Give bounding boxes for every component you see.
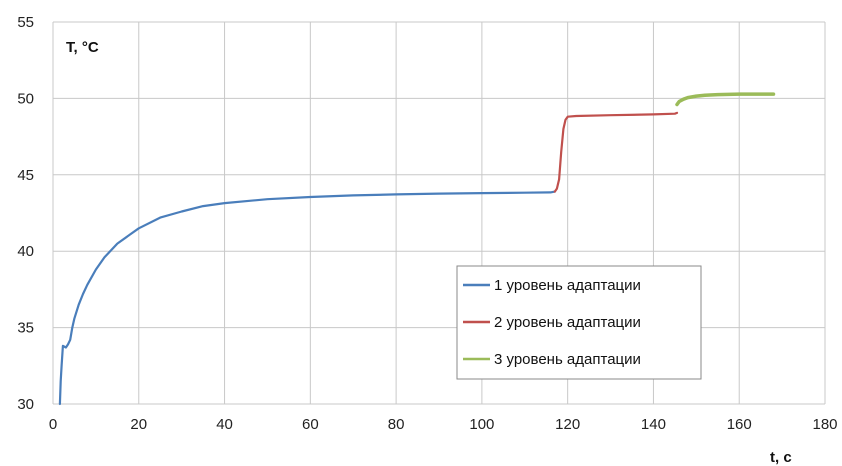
x-tick-label: 60 (302, 416, 319, 433)
y-tick-label: 30 (17, 396, 34, 413)
x-tick-label: 20 (130, 416, 147, 433)
y-tick-label: 55 (17, 14, 34, 31)
data-series (58, 92, 776, 406)
x-axis-label: t, c (770, 449, 792, 466)
legend-label-3: 3 уровень адаптации (494, 351, 641, 368)
legend-label-1: 1 уровень адаптации (494, 277, 641, 294)
y-tick-label: 45 (17, 167, 34, 184)
y-tick-label: 40 (17, 243, 34, 260)
series-line-2 (553, 111, 679, 193)
y-axis-label: T, °C (66, 39, 99, 56)
legend: 1 уровень адаптации 2 уровень адаптации 3 … (456, 265, 702, 380)
y-tick-label: 35 (17, 320, 34, 337)
x-tick-label: 40 (216, 416, 233, 433)
x-tick-label: 140 (641, 416, 666, 433)
x-tick-label: 160 (727, 416, 752, 433)
grid-lines (52, 21, 826, 405)
y-tick-labels: 30 35 40 45 50 55 (17, 14, 34, 413)
legend-box (456, 265, 702, 380)
x-tick-label: 80 (388, 416, 405, 433)
series-line-1 (58, 190, 556, 406)
x-tick-labels: 0 20 40 60 80 100 120 140 160 180 (49, 416, 838, 433)
legend-label-2: 2 уровень адаптации (494, 314, 641, 331)
y-tick-label: 50 (17, 90, 34, 107)
x-tick-label: 180 (812, 416, 837, 433)
x-tick-label: 0 (49, 416, 57, 433)
x-tick-label: 100 (469, 416, 494, 433)
series-line-3 (675, 92, 776, 107)
x-tick-label: 120 (555, 416, 580, 433)
plot-area (53, 22, 825, 404)
